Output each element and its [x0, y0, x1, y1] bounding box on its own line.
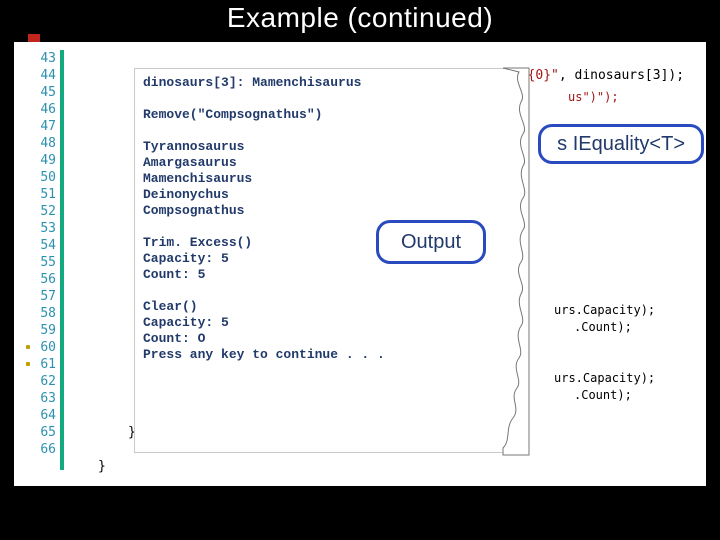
console-line [143, 91, 520, 107]
tail-token: , dinosaurs[3]); [559, 68, 684, 83]
line-number: 43 [28, 50, 56, 67]
line-number: 58 [28, 305, 56, 322]
line-number: 50 [28, 169, 56, 186]
code-fragment-us: us")"); [568, 89, 619, 106]
line-number: 54 [28, 237, 56, 254]
console-line: Deinonychus [143, 187, 520, 203]
console-line: dinosaurs[3]: Mamenchisaurus [143, 75, 520, 91]
code-fragment-cap2a: urs.Capacity); [554, 370, 655, 387]
line-number: 57 [28, 288, 56, 305]
line-number: 51 [28, 186, 56, 203]
callout-iequality: s IEquality<T> [538, 124, 704, 164]
line-number: 65 [28, 424, 56, 441]
code-fragment-cap1a: urs.Capacity); [554, 302, 655, 319]
slide-title: Example (continued) [14, 2, 706, 34]
close-brace-outer: } [98, 458, 106, 475]
code-fragment-cap1b: .Count); [574, 319, 632, 336]
line-number: 48 [28, 135, 56, 152]
console-line: Count: 5 [143, 267, 520, 283]
line-number: 46 [28, 101, 56, 118]
console-line [143, 283, 520, 299]
callout-output: Output [376, 220, 486, 264]
console-line [143, 123, 520, 139]
line-number: 62 [28, 373, 56, 390]
line-number: 55 [28, 254, 56, 271]
line-number: 52 [28, 203, 56, 220]
title-bar: Example (continued) [14, 0, 706, 42]
line-number: 63 [28, 390, 56, 407]
line-number: 47 [28, 118, 56, 135]
console-line: Capacity: 5 [143, 315, 520, 331]
line-number: 61 [28, 356, 56, 373]
line-number: 49 [28, 152, 56, 169]
console-line: Compsognathus [143, 203, 520, 219]
line-number: 45 [28, 84, 56, 101]
console-line: Mamenchisaurus [143, 171, 520, 187]
title-accent [28, 34, 40, 42]
line-number: 60 [28, 339, 56, 356]
line-number: 56 [28, 271, 56, 288]
slide-stage: Example (continued) 43444546474849505152… [0, 0, 720, 540]
line-number: 44 [28, 67, 56, 84]
console-line: Count: O [143, 331, 520, 347]
console-line: Remove("Compsognathus") [143, 107, 520, 123]
console-line: Clear() [143, 299, 520, 315]
console-line: Press any key to continue . . . [143, 347, 520, 363]
line-number: 66 [28, 441, 56, 458]
code-fragment-cap2b: .Count); [574, 387, 632, 404]
console-line: Amargasaurus [143, 155, 520, 171]
line-number: 64 [28, 407, 56, 424]
line-number: 59 [28, 322, 56, 339]
line-number: 53 [28, 220, 56, 237]
slide-body: Example (continued) 43444546474849505152… [14, 0, 706, 486]
torn-edge [503, 68, 529, 455]
line-number-gutter: 4344454647484950515253545556575859606162… [28, 50, 64, 470]
console-line: Tyrannosaurus [143, 139, 520, 155]
